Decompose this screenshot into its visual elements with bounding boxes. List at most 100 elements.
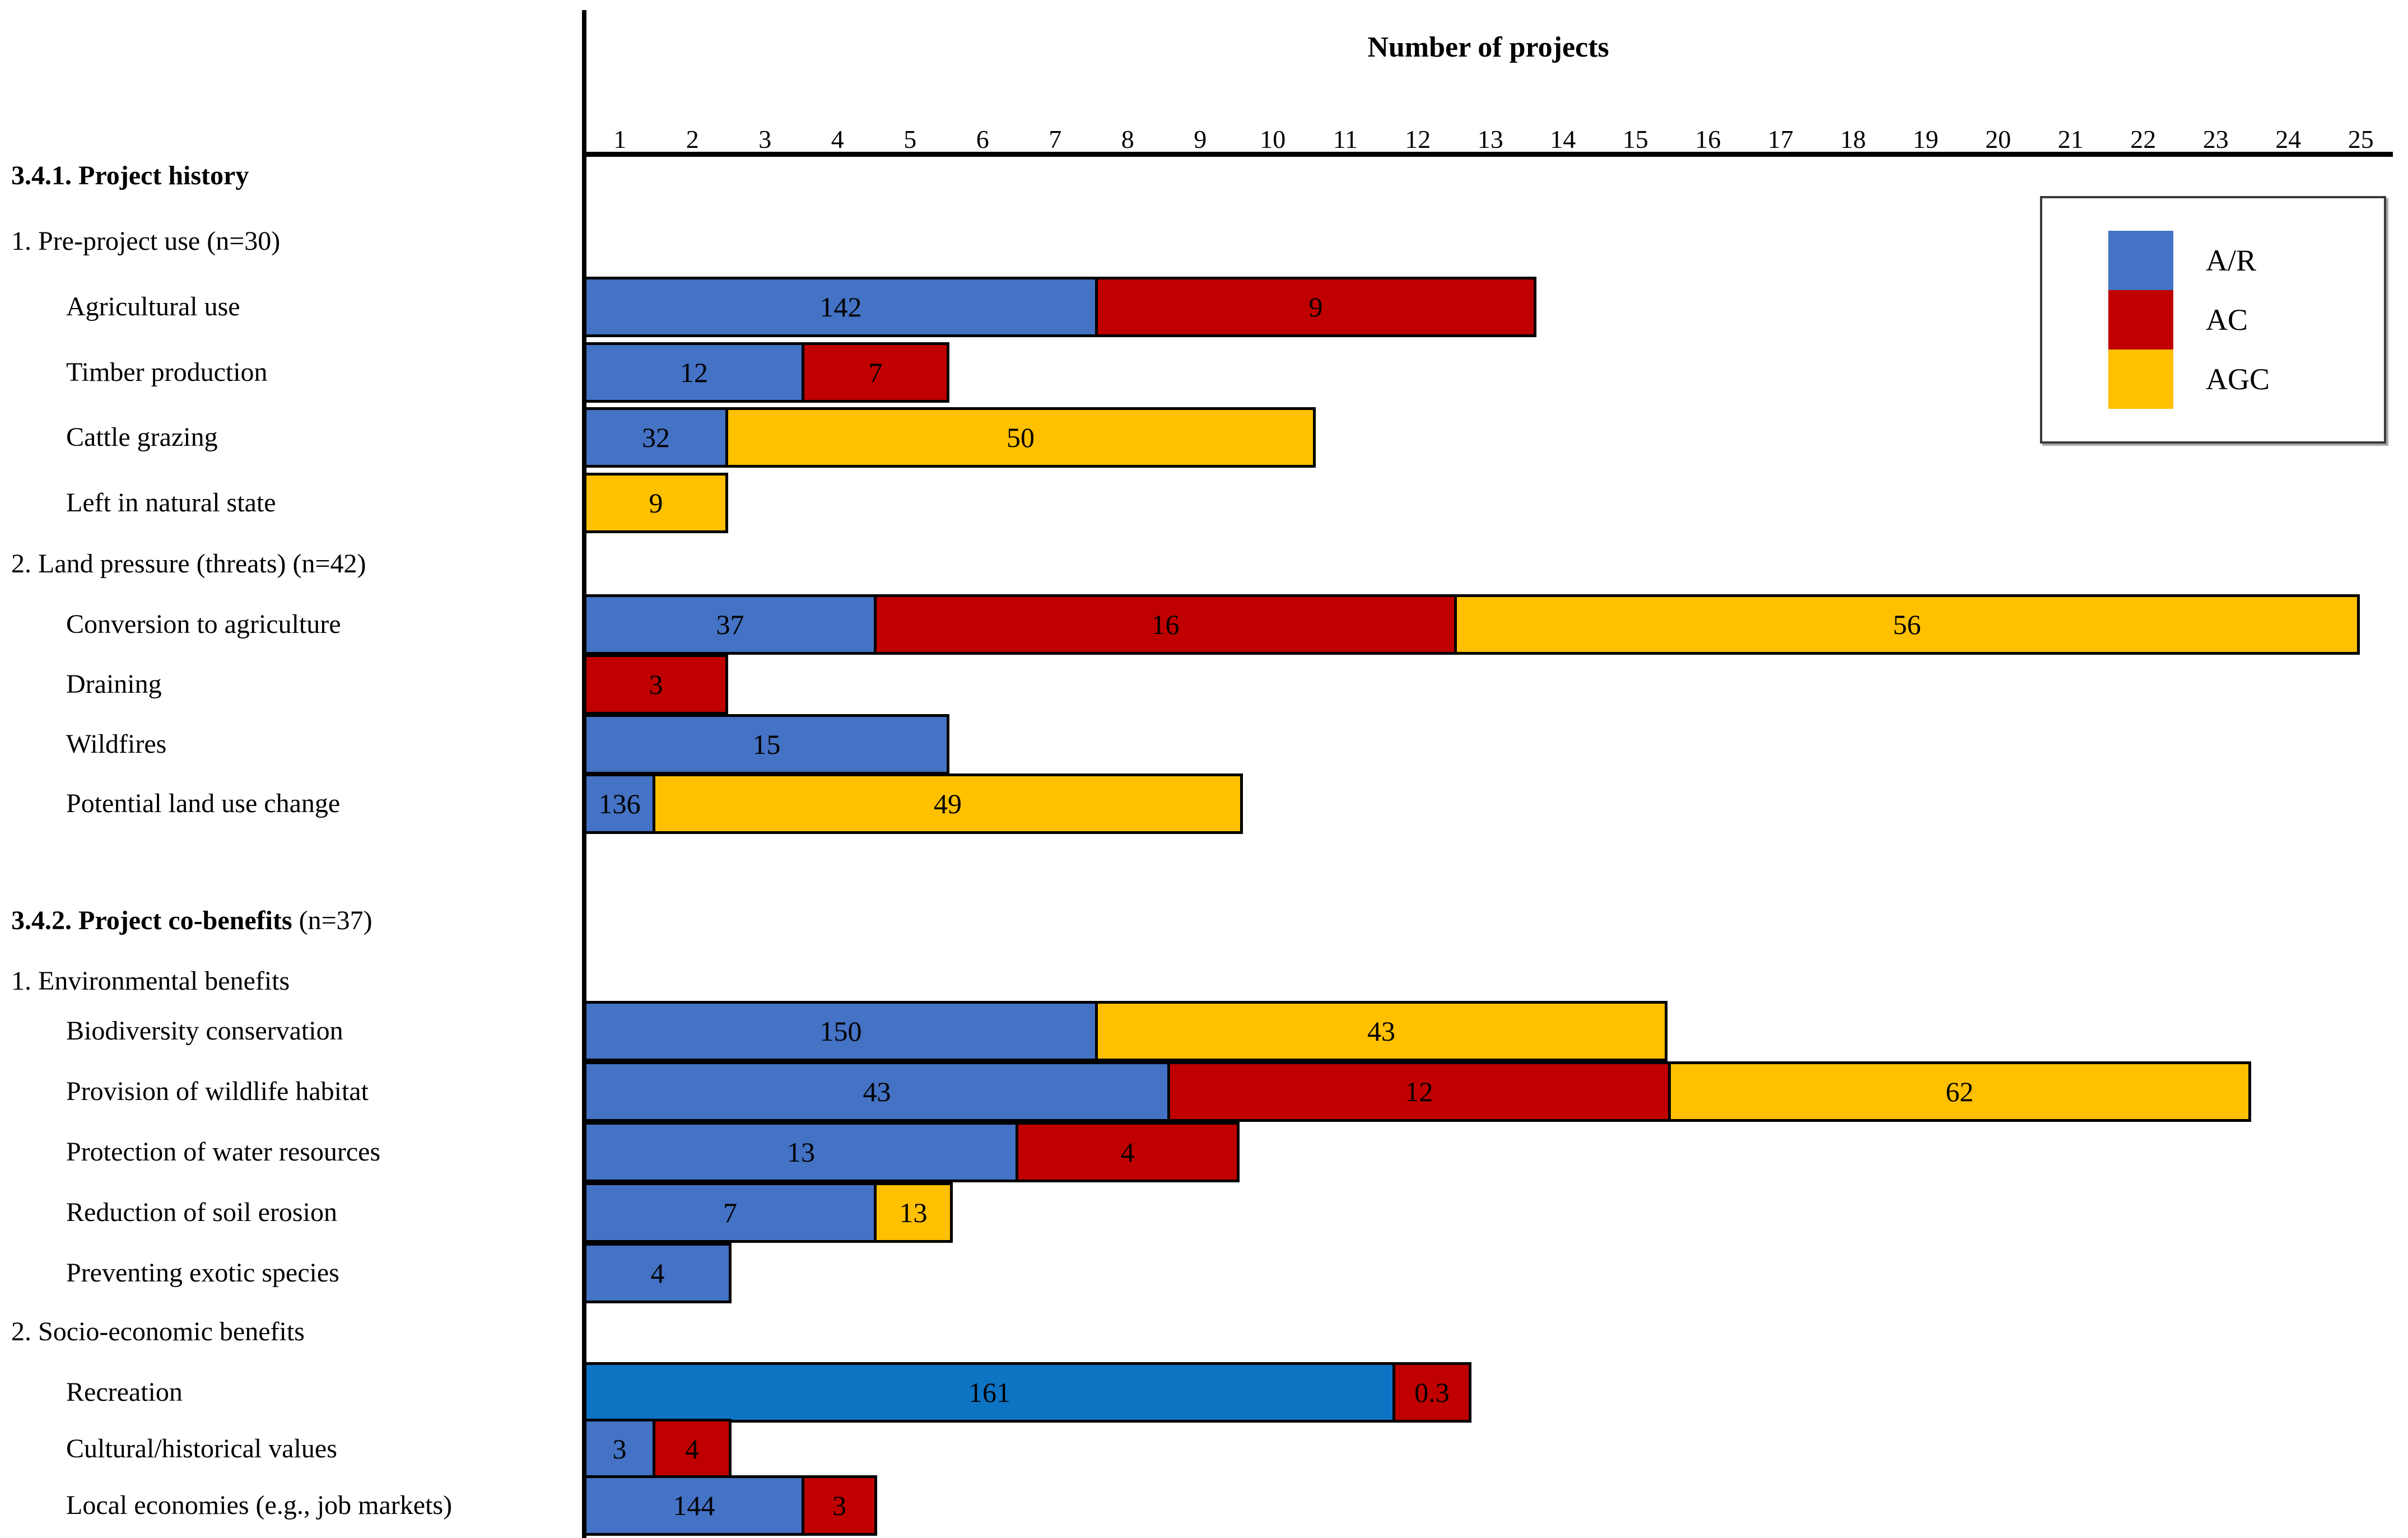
bar-segment-ac: 16 <box>874 594 1457 655</box>
category-label: Left in natural state <box>66 488 276 518</box>
bar-segment-ac: 7 <box>802 342 949 403</box>
bar-segment-ar: 144 <box>584 1475 804 1536</box>
section-header-bold: 3.4.1. Project history <box>11 161 249 190</box>
legend: A/R AC AGC <box>2040 196 2386 444</box>
bar-segment-ar: 32 <box>584 407 728 468</box>
x-axis-tick: 14 <box>1550 125 1576 153</box>
bar-segment-ac: 3 <box>802 1475 877 1536</box>
x-axis-tick: 10 <box>1260 125 1286 153</box>
bar-value: 9 <box>649 487 663 519</box>
category-label: Conversion to agriculture <box>66 609 341 639</box>
bar-segment-agc: 50 <box>725 407 1316 468</box>
bar-value: 4 <box>685 1433 699 1465</box>
legend-swatch-ar <box>2108 231 2173 290</box>
x-axis-tick: 4 <box>831 125 844 153</box>
x-axis-tick: 5 <box>903 125 917 153</box>
bar-value: 37 <box>716 609 744 640</box>
bar-segment-ac: 4 <box>1016 1122 1240 1182</box>
bar-segment-ac: 4 <box>653 1419 732 1479</box>
category-label: Preventing exotic species <box>66 1258 339 1288</box>
group-label: 1. Pre-project use (n=30) <box>11 226 281 256</box>
bar-value: 13 <box>899 1197 928 1228</box>
bar-value: 142 <box>819 291 862 323</box>
x-axis-tick: 19 <box>1912 125 1939 153</box>
category-label: Provision of wildlife habitat <box>66 1076 369 1106</box>
x-axis-tick: 16 <box>1695 125 1721 153</box>
bar-segment-ar: 37 <box>584 594 877 655</box>
x-axis-tick: 13 <box>1477 125 1503 153</box>
category-label: Protection of water resources <box>66 1137 381 1167</box>
bar-segment-ar: 43 <box>584 1061 1170 1122</box>
x-axis-tick: 11 <box>1333 125 1358 153</box>
bar-value: 150 <box>819 1015 862 1047</box>
x-axis-tick: 18 <box>1840 125 1866 153</box>
category-label: Potential land use change <box>66 789 341 818</box>
bar-value: 13 <box>787 1136 815 1168</box>
x-axis-tick: 24 <box>2275 125 2302 153</box>
x-axis-tick: 2 <box>686 125 699 153</box>
bar-value: 161 <box>968 1377 1010 1408</box>
bar-value: 7 <box>868 357 883 388</box>
x-axis-tick: 25 <box>2348 125 2374 153</box>
group-label: 1. Environmental benefits <box>11 966 290 996</box>
bar-value: 12 <box>1405 1076 1433 1107</box>
bar-segment-ac: 0.3 <box>1392 1362 1471 1423</box>
x-axis-tick: 8 <box>1121 125 1134 153</box>
category-label: Recreation <box>66 1377 183 1407</box>
bar-value: 9 <box>1308 291 1323 323</box>
x-axis-tick: 1 <box>613 125 627 153</box>
bar-value: 43 <box>863 1076 891 1107</box>
category-label: Local economies (e.g., job markets) <box>66 1490 453 1520</box>
section-header: 3.4.1. Project history <box>11 162 249 189</box>
category-label: Reduction of soil erosion <box>66 1197 337 1227</box>
group-label: 2. Socio-economic benefits <box>11 1317 305 1346</box>
bar-value: 4 <box>1120 1136 1135 1168</box>
group-label: 2. Land pressure (threats) (n=42) <box>11 549 366 579</box>
bar-value: 3 <box>832 1490 846 1521</box>
bar-value: 43 <box>1367 1015 1395 1047</box>
bar-segment-ar: 161 <box>584 1362 1395 1423</box>
bar-segment-agc: 13 <box>874 1182 953 1243</box>
category-label: Draining <box>66 669 162 699</box>
category-label: Timber production <box>66 357 268 387</box>
legend-swatch-agc <box>2108 349 2173 409</box>
bar-value: 4 <box>650 1257 665 1289</box>
bar-value: 62 <box>1945 1076 1974 1107</box>
x-axis-tick: 3 <box>758 125 772 153</box>
category-label: Biodiversity conservation <box>66 1016 343 1046</box>
bar-value: 7 <box>723 1197 737 1228</box>
bar-value: 50 <box>1007 422 1035 453</box>
x-axis-tick: 21 <box>2057 125 2084 153</box>
bar-segment-ar: 136 <box>584 773 655 834</box>
bar-segment-agc: 56 <box>1454 594 2360 655</box>
legend-swatch-ac <box>2108 290 2173 349</box>
bar-segment-ac: 12 <box>1167 1061 1671 1122</box>
x-axis-tick: 6 <box>976 125 989 153</box>
bar-segment-ac: 9 <box>1095 277 1536 337</box>
x-axis-tick: 23 <box>2202 125 2229 153</box>
x-axis-tick: 7 <box>1049 125 1062 153</box>
category-label: Cattle grazing <box>66 422 218 452</box>
section-header-normal: (n=37) <box>292 906 372 935</box>
bar-segment-ar: 13 <box>584 1122 1018 1182</box>
x-axis-tick: 22 <box>2130 125 2157 153</box>
bar-value: 49 <box>934 788 962 819</box>
x-axis-tick: 12 <box>1405 125 1431 153</box>
bar-segment-ar: 7 <box>584 1182 877 1243</box>
category-label: Cultural/historical values <box>66 1434 337 1464</box>
bar-segment-ar: 150 <box>584 1001 1098 1061</box>
bar-segment-ar: 12 <box>584 342 804 403</box>
bar-value: 3 <box>612 1433 627 1465</box>
legend-label-ar: A/R <box>2206 244 2257 277</box>
x-axis-tick: 15 <box>1622 125 1648 153</box>
x-axis-tick: 9 <box>1194 125 1207 153</box>
x-axis-tick: 17 <box>1767 125 1794 153</box>
bar-value: 144 <box>673 1490 715 1521</box>
legend-label-ac: AC <box>2206 303 2248 337</box>
bar-segment-ac: 3 <box>584 654 728 715</box>
category-label: Agricultural use <box>66 292 240 321</box>
category-label: Wildfires <box>66 729 167 759</box>
bar-segment-ar: 4 <box>584 1243 732 1303</box>
bar-value: 0.3 <box>1414 1377 1450 1408</box>
